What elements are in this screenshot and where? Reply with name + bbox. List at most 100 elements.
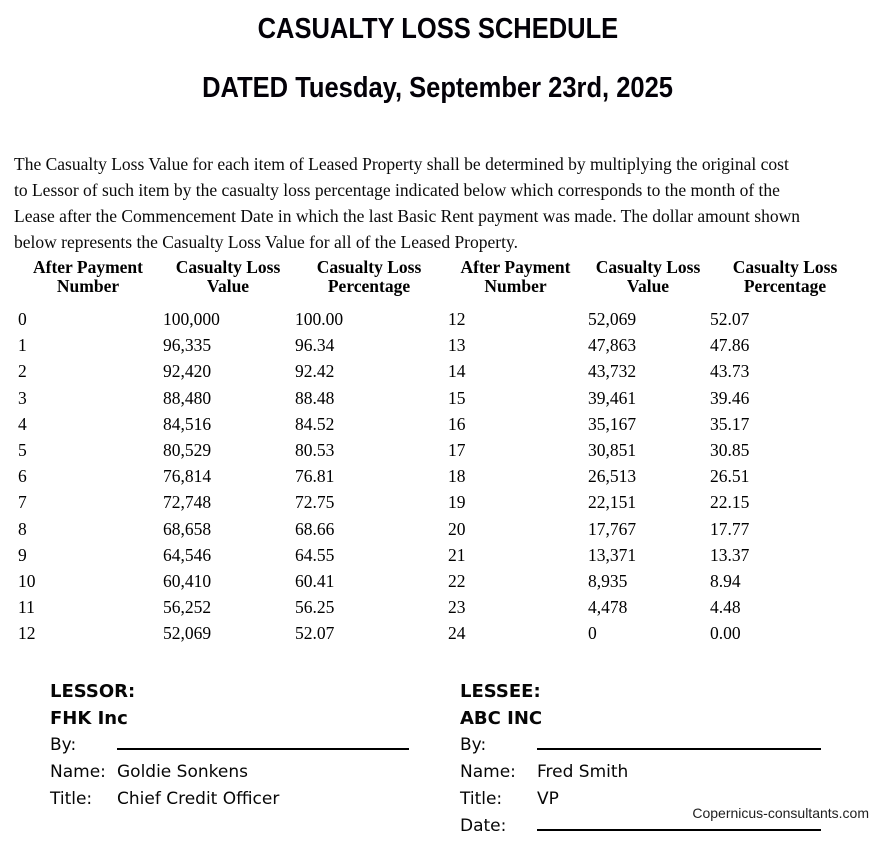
table-row: 11 56,252 56.25 — [14, 594, 444, 620]
table-row: 23 4,478 4.48 — [444, 594, 861, 620]
table-cell: 43.73 — [710, 361, 750, 382]
table-cell: 76,814 — [163, 466, 212, 487]
table-cell: 84.52 — [295, 413, 335, 434]
name-label: Name: — [460, 762, 516, 782]
table-cell: 1 — [18, 335, 27, 356]
table-row: 0 100,000 100.00 — [14, 306, 444, 332]
table-cell: 5 — [18, 440, 27, 461]
header-line: Casualty Loss — [595, 257, 701, 277]
intro-paragraph: The Casualty Loss Value for each item of… — [14, 151, 866, 255]
table-cell: 96.34 — [295, 335, 335, 356]
lessee-company-name: ABC INC — [460, 708, 543, 729]
table-row: 2 92,420 92.42 — [14, 358, 444, 384]
table-row: 24 0 0.00 — [444, 620, 861, 646]
table-row: 17 30,851 30.85 — [444, 437, 861, 463]
table-cell: 39.46 — [710, 387, 750, 408]
table-cell: 47,863 — [588, 335, 637, 356]
table-cell: 12 — [18, 623, 36, 644]
table-cell: 72,748 — [163, 492, 212, 513]
column-header-casualty-loss-value: Casualty Loss Value — [587, 258, 709, 306]
table-cell: 13,371 — [588, 544, 637, 565]
casualty-schedule-table-right: After Payment Number Casualty Loss Value… — [444, 258, 861, 647]
lessee-name-row: Name: Fred Smith — [460, 759, 840, 786]
table-cell: 56,252 — [163, 597, 212, 618]
table-cell: 60.41 — [295, 571, 335, 592]
table-cell: 35.17 — [710, 413, 750, 434]
table-row: 19 22,151 22.15 — [444, 489, 861, 515]
lessor-company-name: FHK Inc — [50, 708, 128, 729]
lessee-signer-name: Fred Smith — [537, 762, 629, 782]
table-cell: 9 — [18, 544, 27, 565]
table-row: 21 13,371 13.37 — [444, 542, 861, 568]
table-row: 12 52,069 52.07 — [14, 620, 444, 646]
lessee-date-line — [537, 817, 821, 831]
table-cell: 4,478 — [588, 597, 628, 618]
lessee-date-row: Date: — [460, 813, 840, 840]
table-row: 10 60,410 60.41 — [14, 568, 444, 594]
header-line: Percentage — [743, 276, 827, 296]
intro-line: Lease after the Commencement Date in whi… — [14, 206, 800, 226]
lessor-by-row: By: — [50, 732, 430, 759]
intro-line: below represents the Casualty Loss Value… — [14, 232, 518, 252]
table-cell: 30.85 — [710, 440, 750, 461]
document-title-text: CASUALTY LOSS SCHEDULE — [257, 13, 618, 45]
intro-line: The Casualty Loss Value for each item of… — [14, 154, 789, 174]
name-label: Name: — [50, 762, 106, 782]
table-cell: 68,658 — [163, 518, 212, 539]
table-cell: 52.07 — [710, 309, 750, 329]
lessor-signer-title: Chief Credit Officer — [117, 789, 280, 809]
casualty-schedule-table-left: After Payment Number Casualty Loss Value… — [14, 258, 444, 647]
table-cell: 16 — [448, 413, 466, 434]
table-cell: 13.37 — [710, 544, 750, 565]
table-row: 14 43,732 43.73 — [444, 358, 861, 384]
document-title: CASUALTY LOSS SCHEDULE — [0, 13, 875, 46]
header-line: Value — [206, 276, 250, 296]
table-cell: 17 — [448, 440, 466, 461]
table-cell: 72.75 — [295, 492, 335, 513]
header-line: Casualty Loss — [732, 257, 838, 277]
table-cell: 35,167 — [588, 413, 637, 434]
document-date-line: DATED Tuesday, September 23rd, 2025 — [0, 72, 875, 105]
table-cell: 21 — [448, 544, 466, 565]
table-cell: 23 — [448, 597, 466, 618]
lessor-name-row: Name: Goldie Sonkens — [50, 759, 430, 786]
by-label: By: — [50, 735, 77, 755]
table-cell: 76.81 — [295, 466, 335, 487]
header-line: Number — [56, 276, 120, 296]
table-cell: 26,513 — [588, 466, 637, 487]
table-row: 16 35,167 35.17 — [444, 411, 861, 437]
table-cell: 3 — [18, 387, 27, 408]
table-cell: 8,935 — [588, 571, 628, 592]
table-cell: 17.77 — [710, 518, 750, 539]
table-cell: 80.53 — [295, 440, 335, 461]
table-cell: 24 — [448, 623, 466, 644]
lessee-title-row: Title: VP — [460, 786, 840, 813]
header-line: Number — [484, 276, 547, 296]
table-cell: 0 — [588, 623, 597, 644]
table-cell: 52,069 — [588, 309, 637, 329]
table-cell: 96,335 — [163, 335, 212, 356]
lessee-signature-line — [537, 736, 821, 750]
table-cell: 68.66 — [295, 518, 335, 539]
table-cell: 88.48 — [295, 387, 335, 408]
table-row: 1 96,335 96.34 — [14, 332, 444, 358]
column-header-casualty-loss-percentage: Casualty Loss Percentage — [294, 258, 444, 306]
table-cell: 15 — [448, 387, 466, 408]
header-line: Casualty Loss — [175, 257, 281, 277]
intro-line: to Lessor of such item by the casualty l… — [14, 180, 780, 200]
lessee-signer-title: VP — [537, 789, 559, 809]
table-cell: 0.00 — [710, 623, 741, 644]
table-row: 12 52,069 52.07 — [444, 306, 861, 332]
table-cell: 92.42 — [295, 361, 335, 382]
header-row: After Payment Number Casualty Loss Value… — [14, 258, 444, 306]
header-line: Casualty Loss — [316, 257, 422, 277]
table-cell: 2 — [18, 361, 27, 382]
table-cell: 10 — [18, 571, 36, 592]
table-row: 6 76,814 76.81 — [14, 463, 444, 489]
table-row: 15 39,461 39.46 — [444, 385, 861, 411]
table-cell: 4 — [18, 413, 27, 434]
table-row: 22 8,935 8.94 — [444, 568, 861, 594]
table-cell: 14 — [448, 361, 466, 382]
table-cell: 0 — [18, 309, 27, 329]
table-cell: 60,410 — [163, 571, 212, 592]
